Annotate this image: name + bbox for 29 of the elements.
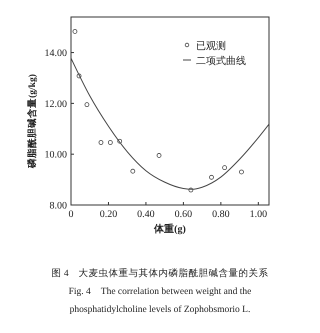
caption: 图 4 大麦虫体重与其体内磷脂酰胆碱含量的关系 — [51, 267, 269, 279]
legend-label: 已观测 — [196, 40, 226, 52]
x-tick-label: 0.60 — [174, 209, 192, 220]
x-axis-title: 体重(g) — [153, 223, 186, 235]
point — [98, 140, 104, 145]
point — [156, 153, 162, 158]
y-tick-label: 12.00 — [44, 98, 67, 110]
x-tick-label: 0.80 — [212, 209, 230, 220]
x-tick-label: 0 — [68, 209, 74, 220]
x-tick-label: 1.00 — [250, 209, 268, 220]
y-axis-title: 磷脂酰胆碱含量(g/kg) — [26, 74, 38, 169]
legend-label: 二项式曲线 — [196, 55, 246, 67]
point — [76, 74, 82, 78]
point — [72, 29, 78, 34]
caption: Fig. 4 The correlation between weight and the — [68, 287, 252, 297]
x-tick-label: 0.40 — [137, 209, 155, 220]
point — [209, 174, 214, 180]
x-tick-label: 0.20 — [100, 209, 118, 220]
y-tick-label: 14.00 — [44, 48, 67, 60]
point — [130, 168, 136, 174]
point — [117, 138, 122, 144]
point — [188, 188, 194, 192]
y-tick-label: 8.00 — [50, 200, 67, 212]
text: phosphatidylcholine levels of Zophobsmorio L. — [70, 305, 250, 315]
point — [108, 140, 113, 145]
point — [239, 170, 244, 174]
point — [84, 102, 90, 108]
point — [222, 165, 228, 170]
y-tick-label: 10.00 — [44, 150, 67, 161]
